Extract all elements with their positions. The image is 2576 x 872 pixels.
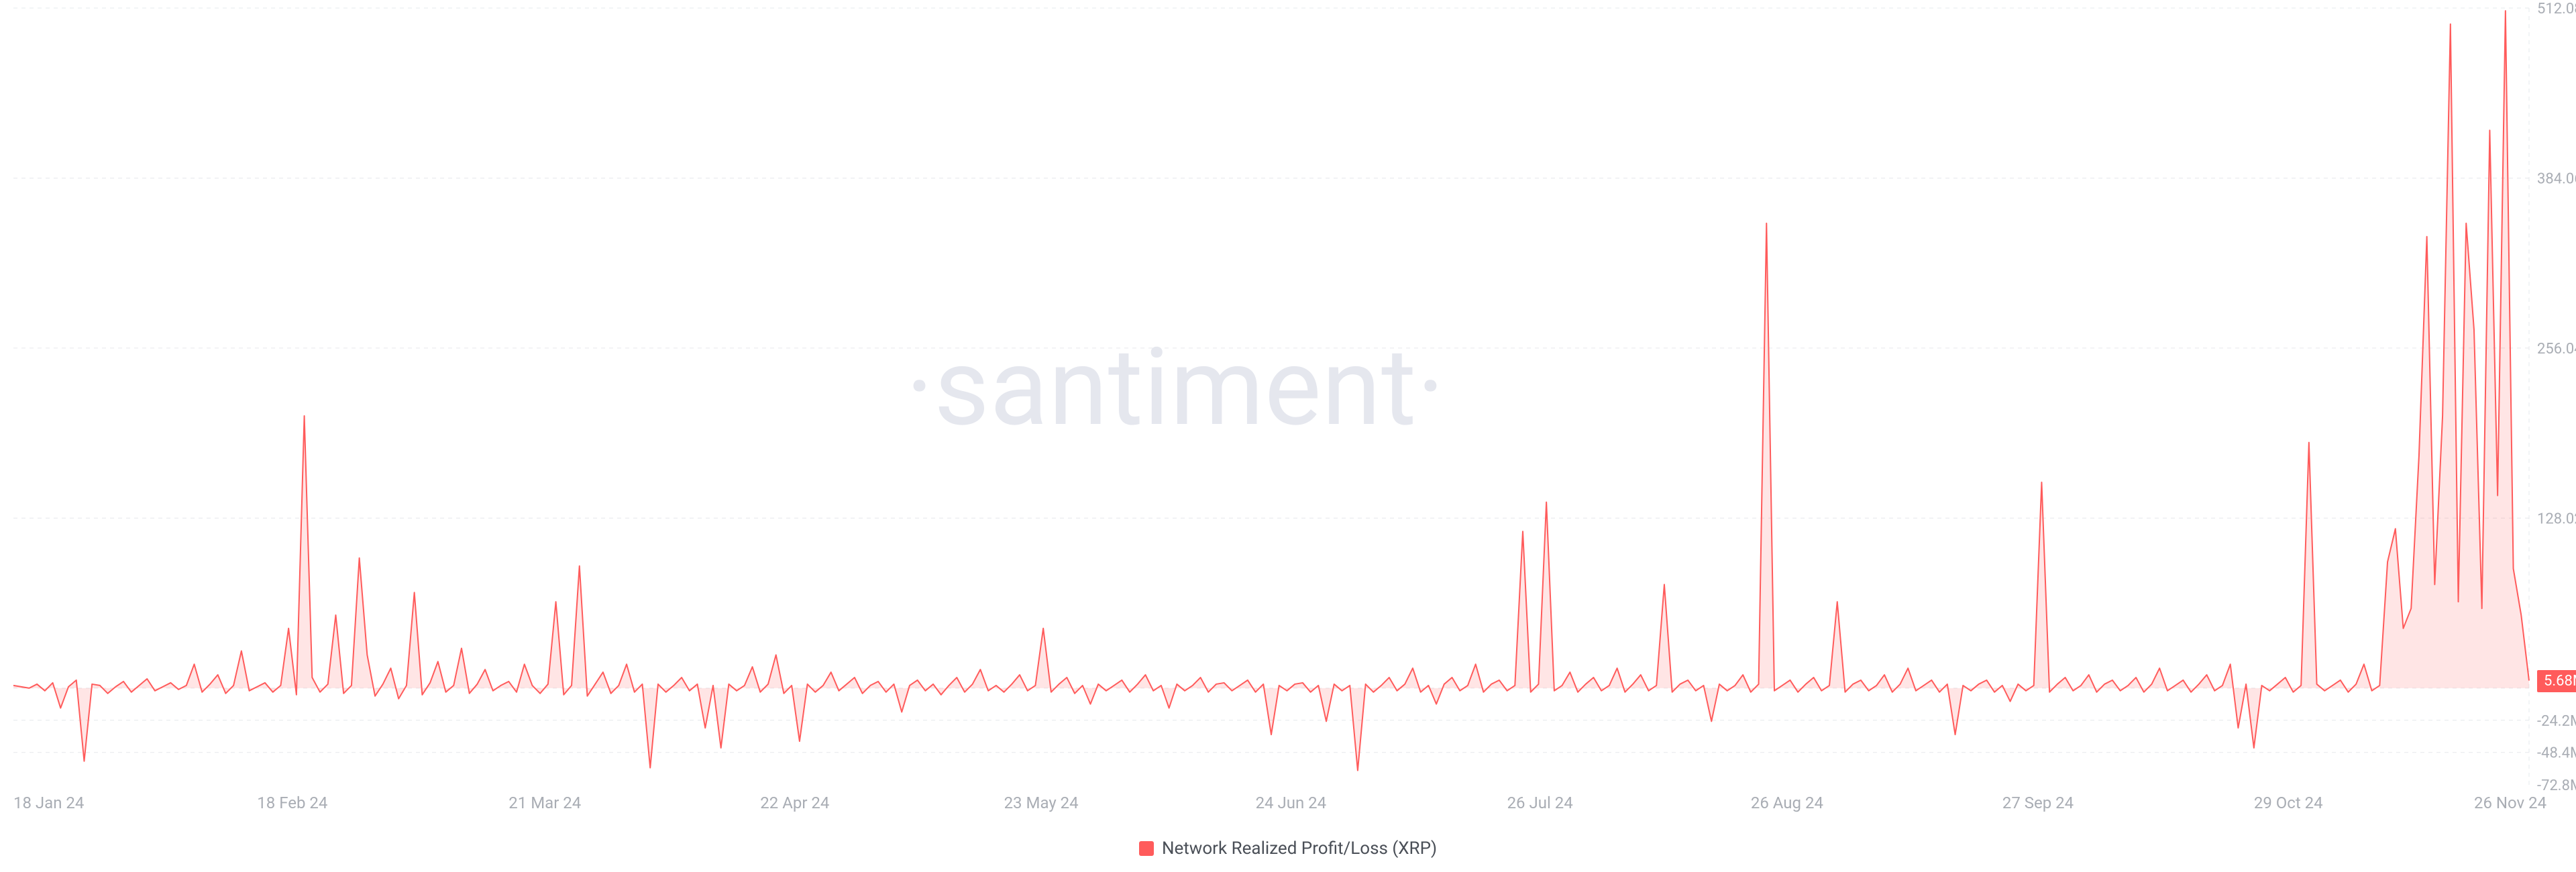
svg-text:26 Jul 24: 26 Jul 24 — [1507, 794, 1573, 812]
svg-text:384.06M: 384.06M — [2537, 170, 2576, 187]
series-line — [13, 11, 2529, 770]
chart-container: 18 Jan 24 18 Feb 24 21 Mar 24 22 Apr 24 23 M… — [0, 0, 2576, 872]
svg-text:26 Nov 24: 26 Nov 24 — [2474, 794, 2546, 812]
svg-text:23 May 24: 23 May 24 — [1004, 794, 1079, 812]
svg-text:512.08M: 512.08M — [2537, 1, 2576, 17]
svg-text:29 Oct 24: 29 Oct 24 — [2254, 794, 2323, 812]
svg-text:24 Jun 24: 24 Jun 24 — [1256, 794, 1327, 812]
svg-text:256.04M: 256.04M — [2537, 341, 2576, 358]
svg-text:21 Mar 24: 21 Mar 24 — [508, 794, 581, 812]
x-axis-labels: 18 Jan 24 18 Feb 24 21 Mar 24 22 Apr 24 23 M… — [13, 794, 2546, 812]
legend-label: Network Realized Profit/Loss (XRP) — [1162, 838, 1437, 859]
svg-text:27 Sep 24: 27 Sep 24 — [2002, 794, 2074, 812]
svg-text:18 Jan 24: 18 Jan 24 — [13, 794, 84, 812]
svg-text:-24.2M: -24.2M — [2537, 713, 2576, 730]
svg-text:128.02M: 128.02M — [2537, 510, 2576, 527]
svg-text:26 Aug 24: 26 Aug 24 — [1751, 794, 1823, 812]
chart-svg: 18 Jan 24 18 Feb 24 21 Mar 24 22 Apr 24 23 M… — [0, 0, 2576, 872]
svg-text:18 Feb 24: 18 Feb 24 — [257, 794, 327, 812]
current-value-badge: 5.68M — [2537, 670, 2576, 692]
svg-text:-72.8M: -72.8M — [2537, 777, 2576, 794]
svg-text:-48.4M: -48.4M — [2537, 745, 2576, 762]
series-area — [13, 11, 2529, 770]
legend: Network Realized Profit/Loss (XRP) — [0, 838, 2576, 859]
legend-swatch — [1139, 841, 1154, 856]
svg-text:22 Apr 24: 22 Apr 24 — [760, 794, 829, 812]
